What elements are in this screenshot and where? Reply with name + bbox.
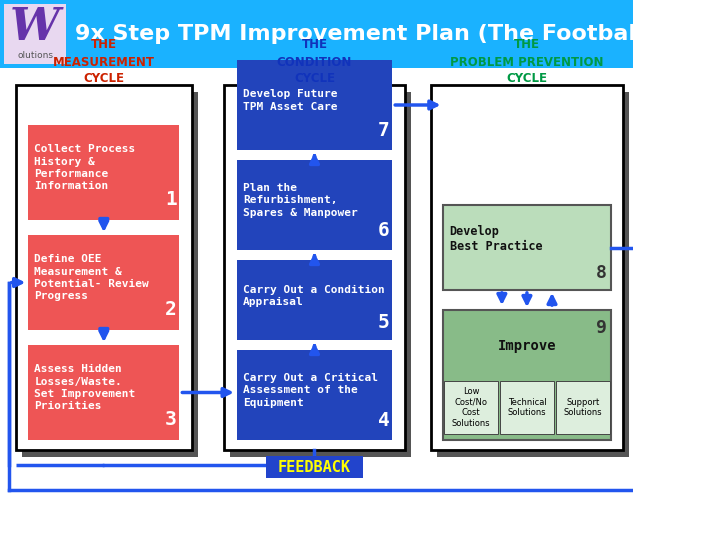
Text: THE
MEASUREMENT
CYCLE: THE MEASUREMENT CYCLE [53,38,155,85]
Text: Define OEE
Measurement &
Potential- Review
Progress: Define OEE Measurement & Potential- Revi… [35,254,149,301]
Text: Develop Future
TPM Asset Care: Develop Future TPM Asset Care [243,89,337,112]
Bar [4,4,66,64]
Bar [16,85,192,450]
Bar [237,60,392,150]
Bar [500,381,554,434]
Bar [28,235,179,330]
Text: THE
PROBLEM PREVENTION
CYCLE: THE PROBLEM PREVENTION CYCLE [450,38,603,85]
Text: 1: 1 [165,190,176,208]
Text: Develop
Best Practice: Develop Best Practice [449,225,542,253]
Text: Carry Out a Critical
Assessment of the
Equipment: Carry Out a Critical Assessment of the E… [243,373,378,408]
Text: olutions: olutions [17,51,53,60]
Bar [237,350,392,440]
Text: Low
Cost/No
Cost
Solutions: Low Cost/No Cost Solutions [452,387,490,428]
Text: 9: 9 [596,319,607,337]
Text: 8: 8 [596,264,607,282]
Bar [28,125,179,220]
Bar [437,92,629,457]
Bar [266,456,363,478]
Text: W: W [10,6,60,50]
Text: THE
CONDITION
CYCLE: THE CONDITION CYCLE [276,38,352,85]
Text: 7: 7 [378,121,390,140]
Bar [237,160,392,250]
Bar [444,205,611,290]
Bar [556,381,610,434]
Text: Improve: Improve [498,340,557,353]
Text: Support
Solutions: Support Solutions [563,398,602,417]
Bar [28,345,179,440]
Text: 5: 5 [378,313,390,332]
Bar [230,92,411,457]
Text: 2: 2 [165,300,176,319]
Bar [444,310,611,440]
Text: Carry Out a Condition
Appraisal: Carry Out a Condition Appraisal [243,285,384,307]
Text: 9x Step TPM Improvement Plan (The Football): 9x Step TPM Improvement Plan (The Footba… [75,24,654,44]
Bar [431,85,623,450]
Text: 3: 3 [165,410,176,429]
Bar [237,260,392,340]
Bar [22,92,198,457]
Bar [444,381,498,434]
Bar [0,0,634,68]
Text: Technical
Solutions: Technical Solutions [508,398,546,417]
Text: FEEDBACK: FEEDBACK [278,460,351,475]
Text: 6: 6 [378,221,390,240]
Text: Plan the
Refurbishment,
Spares & Manpower: Plan the Refurbishment, Spares & Manpowe… [243,183,358,218]
Bar [225,85,405,450]
Text: 4: 4 [378,411,390,430]
Text: Assess Hidden
Losses/Waste.
Set Improvement
Priorities: Assess Hidden Losses/Waste. Set Improvem… [35,364,135,411]
Text: Collect Process
History &
Performance
Information: Collect Process History & Performance In… [35,144,135,191]
